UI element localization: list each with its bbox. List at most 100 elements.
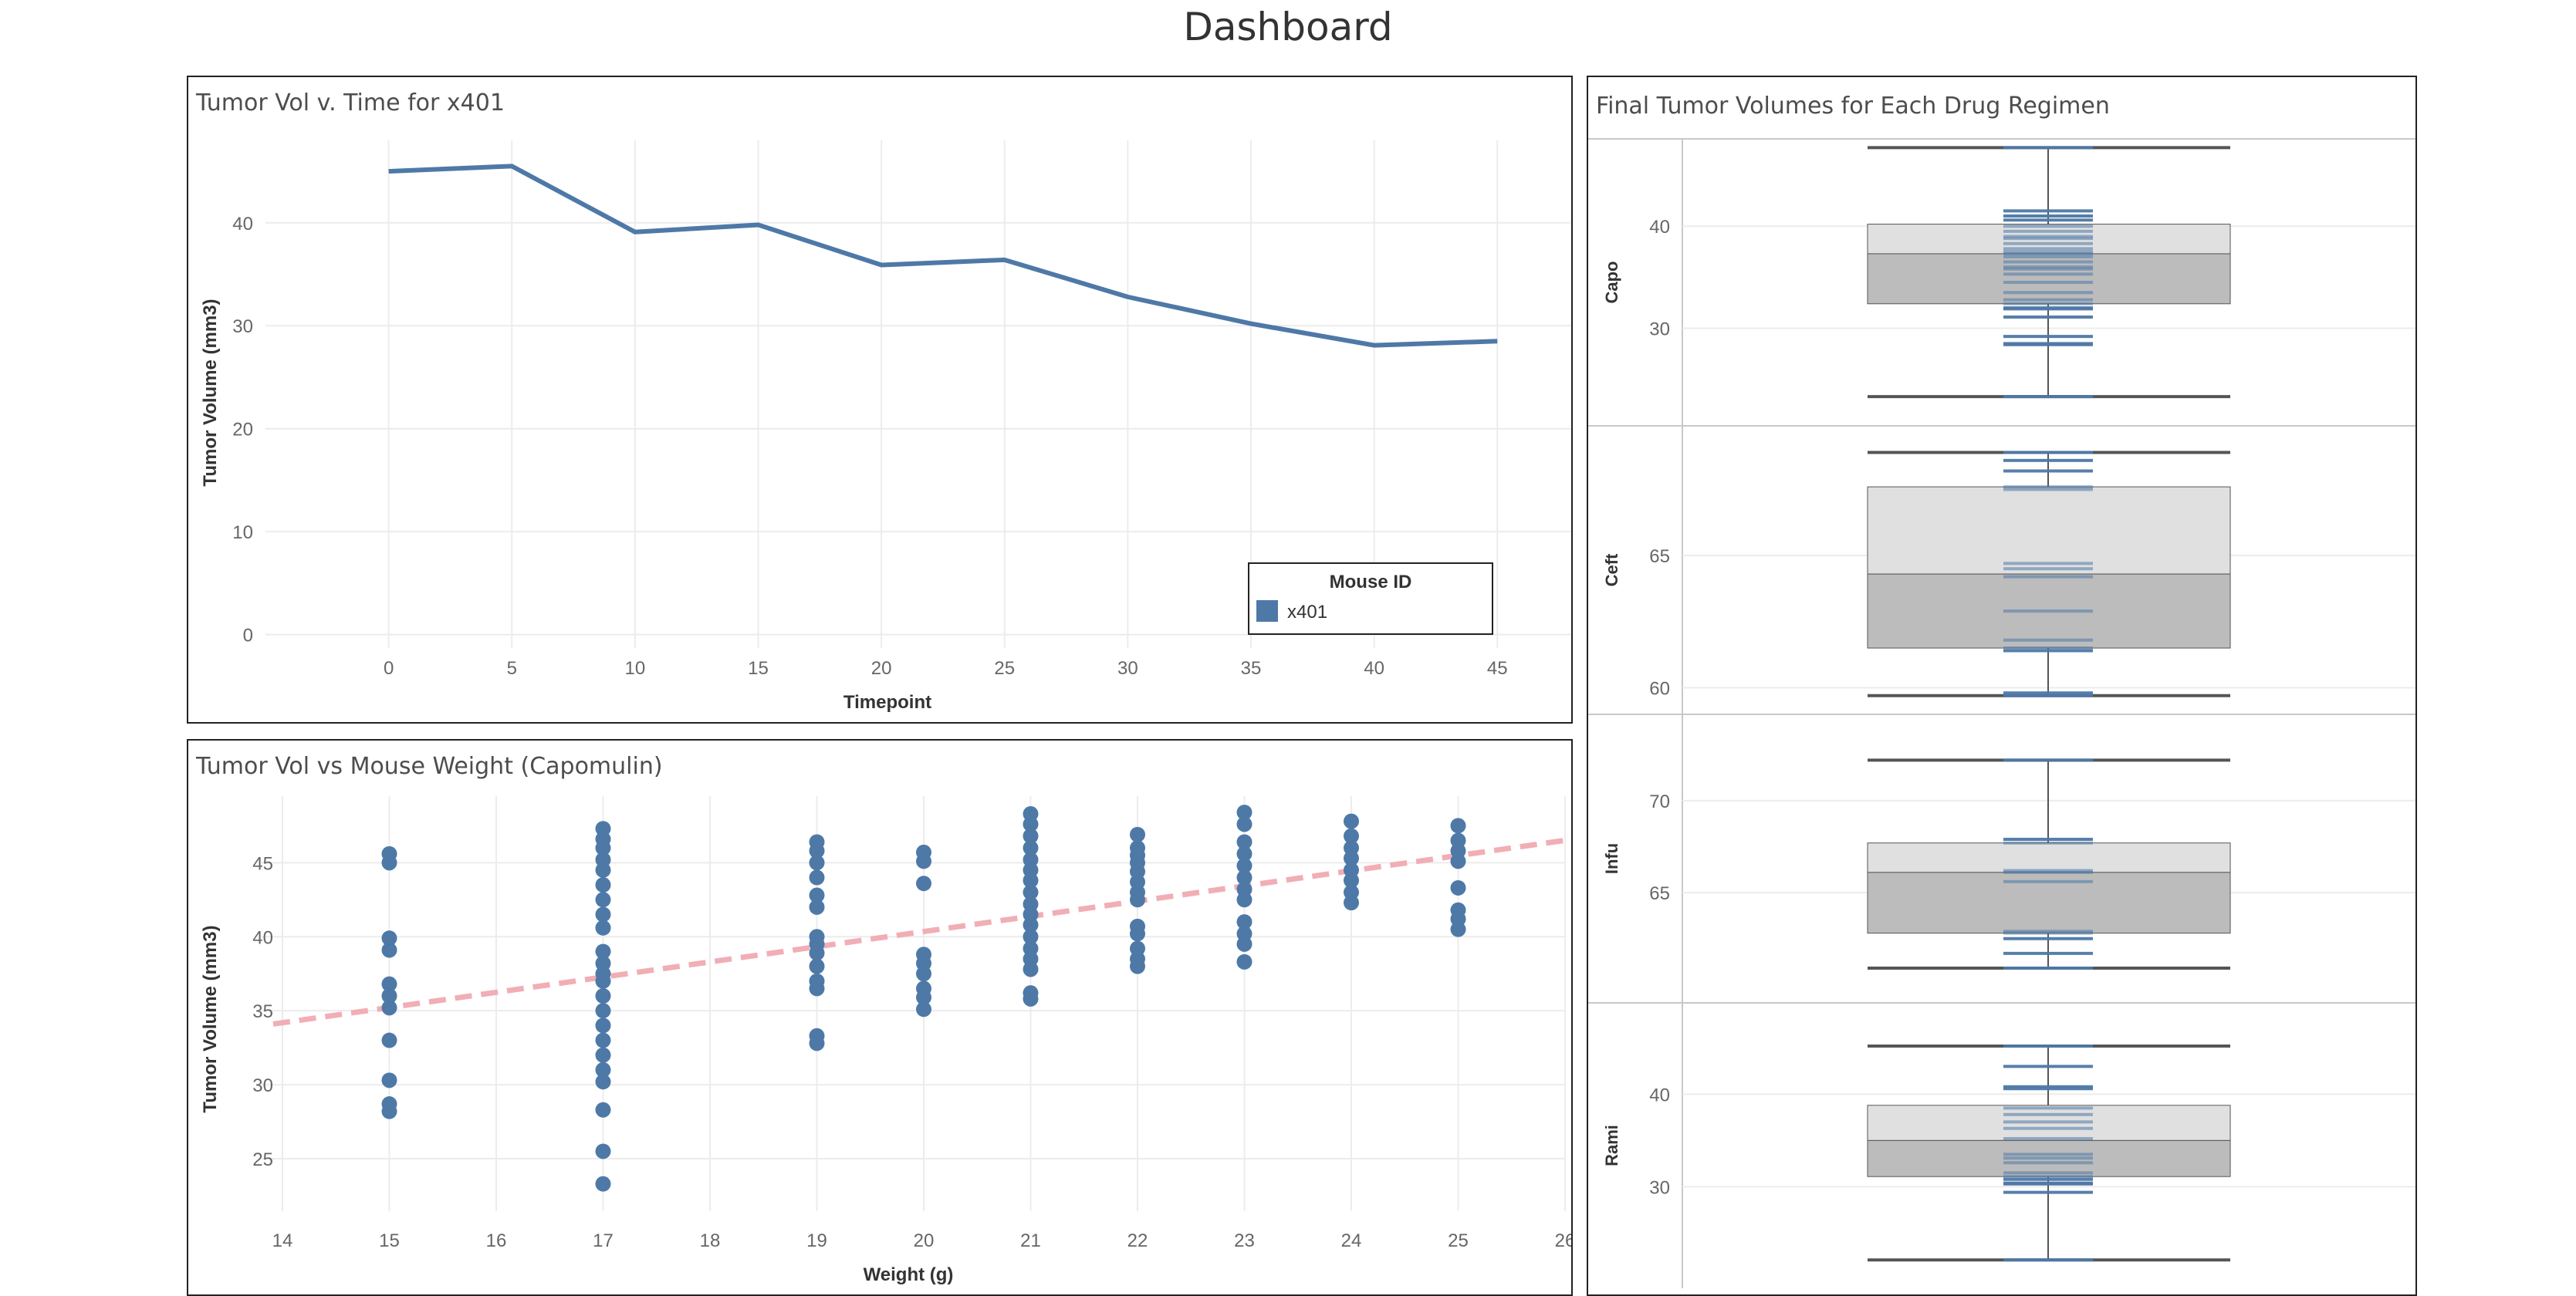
- scatter-point: [1023, 884, 1039, 900]
- scatter-point: [1023, 828, 1039, 844]
- scatter-point: [809, 958, 825, 974]
- scatter-point: [1236, 858, 1253, 874]
- scatter-point: [595, 1032, 611, 1048]
- x-tick-label: 10: [625, 658, 646, 679]
- scatter-point: [1130, 826, 1145, 842]
- scatter-point: [1344, 850, 1359, 866]
- x-tick-label: 18: [700, 1230, 721, 1251]
- legend-swatch: [1256, 600, 1278, 622]
- x-axis-label: Timepoint: [843, 692, 931, 713]
- scatter-point: [1023, 929, 1039, 945]
- x-tick-label: 24: [1341, 1230, 1362, 1251]
- y-tick-label: 65: [1649, 546, 1670, 567]
- scatter-point: [809, 945, 825, 961]
- scatter-point: [381, 1000, 397, 1016]
- scatter-point: [595, 1061, 611, 1078]
- x-tick-label: 19: [806, 1230, 827, 1251]
- scatter-point: [916, 876, 931, 892]
- y-axis-label: Tumor Volume (mm3): [200, 299, 221, 486]
- scatter-point: [1450, 921, 1466, 937]
- scatter-point: [1450, 818, 1466, 834]
- scatter-point: [381, 976, 397, 992]
- scatter-point: [381, 855, 397, 871]
- scatter-point: [1236, 892, 1253, 908]
- x-tick-label: 21: [1020, 1230, 1041, 1251]
- legend-box: [1248, 562, 1493, 635]
- scatter-point: [381, 930, 397, 947]
- box-pane-Rami: 30 40 Rami: [1588, 1002, 2415, 1288]
- y-axis-label: Tumor Volume (mm3): [200, 925, 221, 1112]
- scatter-point: [595, 877, 611, 893]
- x-tick-label: 0: [384, 658, 394, 679]
- y-tick-label: 20: [232, 420, 253, 440]
- scatter-point: [595, 988, 611, 1004]
- scatter-point: [1344, 872, 1359, 889]
- box-pane-Infu: 65 70 Infu: [1588, 714, 2415, 1003]
- y-tick-label: 10: [232, 522, 253, 543]
- dashboard-title: Dashboard: [1183, 5, 1393, 49]
- y-tick-label: 25: [252, 1149, 273, 1170]
- scatter-point: [916, 989, 931, 1005]
- scatter-point: [595, 920, 611, 936]
- x-tick-label: 23: [1234, 1230, 1255, 1251]
- scatter-point: [595, 840, 611, 856]
- legend-title: Mouse ID: [1330, 572, 1412, 592]
- scatter-point: [1450, 853, 1466, 869]
- x-tick-label: 25: [1448, 1230, 1469, 1251]
- scatter-point: [595, 1176, 611, 1192]
- scatter-point: [1023, 816, 1039, 832]
- x-tick-label: 45: [1487, 658, 1508, 679]
- scatter-point: [1130, 892, 1145, 908]
- scatter-point: [595, 973, 611, 989]
- scatter-point: [595, 1003, 611, 1019]
- scatter-point: [916, 853, 931, 869]
- category-label: Capo: [1602, 262, 1621, 304]
- scatter-chart-panel: Tumor Vol vs Mouse Weight (Capomulin) 14…: [187, 739, 1573, 1296]
- scatter-point: [1023, 872, 1039, 889]
- legend-entry: x401: [1287, 602, 1327, 623]
- scatter-point: [1023, 916, 1039, 933]
- y-tick-label: 0: [243, 626, 253, 646]
- y-tick-label: 30: [252, 1075, 273, 1096]
- line-chart-panel: Tumor Vol v. Time for x401 0 5 10 15 20 25 30 3…: [187, 76, 1573, 724]
- x-tick-label: 15: [379, 1230, 400, 1251]
- scatter-point: [809, 899, 825, 915]
- scatter-point: [916, 966, 931, 982]
- scatter-point: [1236, 953, 1253, 970]
- scatter-chart-title: Tumor Vol vs Mouse Weight (Capomulin): [196, 753, 663, 780]
- scatter-point: [1344, 828, 1359, 844]
- line-chart-title: Tumor Vol v. Time for x401: [196, 89, 505, 116]
- scatter-point: [1130, 926, 1145, 942]
- scatter-point: [809, 980, 825, 997]
- scatter-point: [595, 1143, 611, 1159]
- scatter-point: [1023, 840, 1039, 856]
- scatter-point: [381, 1032, 397, 1048]
- box-upper-quartile: [1867, 486, 2231, 575]
- scatter-point: [1023, 991, 1039, 1007]
- scatter-point: [1236, 845, 1253, 862]
- box-plot-panel: Final Tumor Volumes for Each Drug Regime…: [1587, 76, 2417, 1296]
- scatter-point: [595, 892, 611, 908]
- scatter-point: [1236, 914, 1253, 930]
- x-tick-label: 16: [486, 1230, 507, 1251]
- x-tick-label: 5: [507, 658, 517, 679]
- y-tick-label: 40: [1649, 217, 1670, 238]
- scatter-point: [381, 942, 397, 958]
- scatter-point: [1236, 869, 1253, 886]
- category-label: Rami: [1602, 1125, 1621, 1166]
- y-tick-label: 40: [1649, 1085, 1670, 1105]
- y-tick-label: 30: [1649, 319, 1670, 340]
- x-axis-label: Weight (g): [864, 1264, 954, 1285]
- x-tick-label: 20: [914, 1230, 935, 1251]
- y-tick-label: 30: [232, 316, 253, 337]
- scatter-point: [1130, 958, 1145, 974]
- category-label: Infu: [1602, 843, 1621, 874]
- scatter-point: [595, 862, 611, 878]
- x-tick-label: 25: [994, 658, 1015, 679]
- scatter-point: [1023, 961, 1039, 977]
- category-label: Ceft: [1602, 553, 1621, 586]
- scatter-point: [809, 869, 825, 886]
- y-tick-label: 40: [252, 927, 273, 948]
- y-tick-label: 35: [252, 1001, 273, 1022]
